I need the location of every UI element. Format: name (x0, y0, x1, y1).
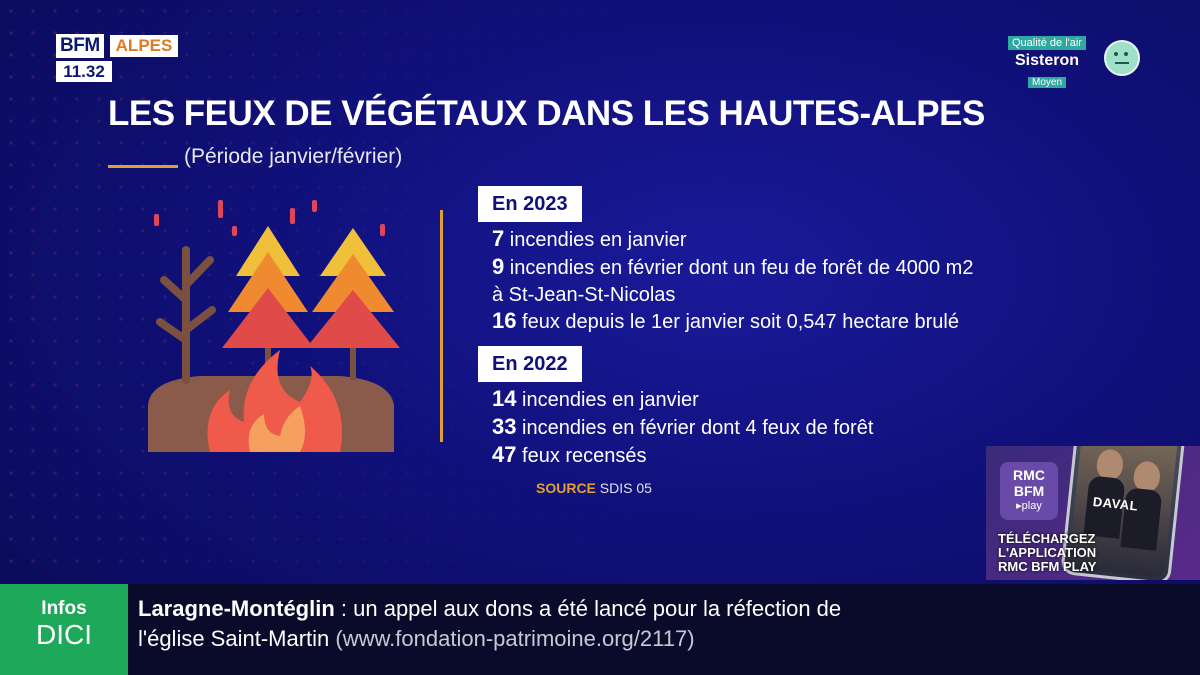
promo-text: TÉLÉCHARGEZ L'APPLICATION RMC BFM PLAY (998, 531, 1097, 574)
stat-line: à St-Jean-St-Nicolas (492, 284, 676, 306)
channel-brand: BFM (56, 34, 104, 58)
ticker-url: (www.fondation-patrimoine.org/2117) (335, 626, 695, 651)
infographic-title: LES FEUX DE VÉGÉTAUX DANS LES HAUTES-ALP… (108, 94, 985, 133)
infographic-subtitle: (Période janvier/février) (184, 145, 403, 168)
channel-region: ALPES (109, 35, 179, 57)
divider-bar (440, 210, 443, 442)
air-quality-label: Qualité de l'air (1008, 36, 1086, 50)
air-quality-level: Moyen (1027, 77, 1066, 88)
rmc-bfm-play-logo: RMC BFM ▸play (1000, 462, 1058, 520)
stat-line: 14 incendies en janvier (492, 386, 699, 411)
ticker-message: un appel aux dons a été lancé pour la ré… (353, 596, 842, 621)
stat-line: 9 incendies en février dont un feu de fo… (492, 254, 974, 279)
ticker-headline: Laragne-Montéglin : un appel aux dons a … (138, 596, 842, 651)
clock: 11.32 (56, 61, 112, 82)
stat-line: 16 feux depuis le 1er janvier soit 0,547… (492, 308, 959, 333)
subtitle-accent-line (108, 165, 178, 168)
stat-line: 33 incendies en février dont 4 feux de f… (492, 414, 874, 439)
year-2022-label: En 2022 (478, 346, 582, 382)
ticker-message-cont: l'église Saint-Martin (138, 626, 330, 651)
stat-line: 7 incendies en janvier (492, 226, 687, 251)
ticker-place: Laragne-Montéglin (138, 596, 335, 621)
forest-fire-icon (148, 200, 400, 452)
channel-logo: BFM ALPES 11.32 (56, 34, 179, 82)
app-promo-banner[interactable]: DAVAL RMC BFM ▸play TÉLÉCHARGEZ L'APPLIC… (986, 446, 1200, 580)
neutral-face-icon (1104, 40, 1140, 76)
air-quality-widget: Qualité de l'air Sisteron Moyen (1008, 36, 1086, 90)
stat-line: 47 feux recensés (492, 442, 647, 467)
air-quality-city: Sisteron (1014, 52, 1079, 69)
news-ticker: Infos DICI Laragne-Montéglin : un appel … (0, 584, 1200, 675)
ticker-brand: Infos DICI (0, 584, 128, 675)
source-credit: SOURCE SDIS 05 (536, 480, 652, 496)
year-2023-label: En 2023 (478, 186, 582, 222)
